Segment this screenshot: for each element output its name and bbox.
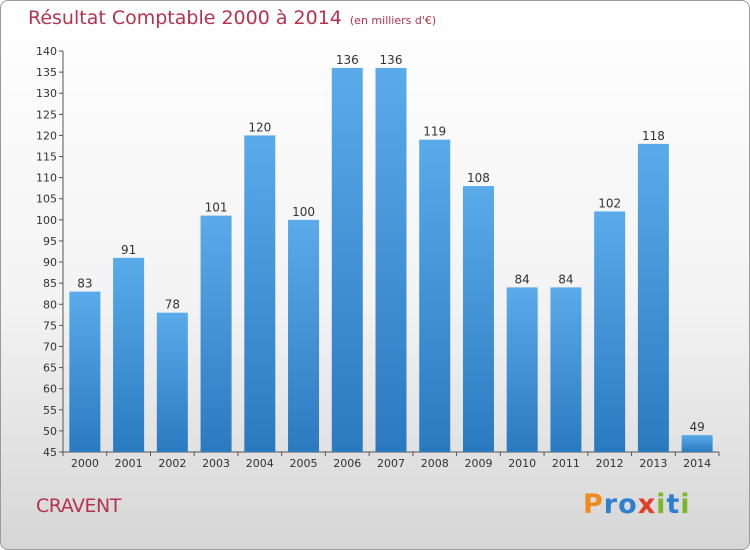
y-tick-label: 70 — [43, 340, 57, 353]
data-label: 136 — [380, 53, 403, 67]
y-tick-label: 135 — [36, 66, 57, 79]
x-tick-label: 2003 — [202, 457, 230, 470]
data-label: 84 — [558, 272, 573, 286]
logo-letter: r — [603, 489, 619, 520]
title-text: Résultat Comptable 2000 à 2014 — [28, 7, 342, 29]
y-tick-label: 125 — [36, 108, 57, 121]
y-tick-label: 95 — [43, 235, 57, 248]
x-tick-label: 2011 — [552, 457, 580, 470]
logo-letter: x — [637, 489, 657, 520]
bar — [375, 67, 407, 452]
data-labels: 83 91 78 101 120 100 136 136 119 108 84 84 102 118 49 — [77, 53, 705, 434]
bar — [637, 143, 669, 452]
logo-letter: P — [583, 489, 604, 520]
bar — [69, 291, 101, 452]
x-tick-label: 2007 — [377, 457, 405, 470]
y-tick-label: 120 — [36, 129, 57, 142]
x-tick-label: 2010 — [508, 457, 536, 470]
bar — [506, 287, 538, 452]
data-label: 91 — [121, 243, 136, 257]
data-label: 119 — [423, 125, 446, 139]
bar — [113, 257, 145, 452]
x-tick-label: 2001 — [115, 457, 143, 470]
y-tick-label: 45 — [43, 446, 57, 459]
y-tick-label: 75 — [43, 319, 57, 332]
bar — [550, 287, 582, 452]
x-tick-label: 2008 — [421, 457, 449, 470]
bar — [419, 139, 451, 453]
y-tick-label: 140 — [36, 45, 57, 58]
bar — [331, 67, 363, 452]
bar — [244, 135, 276, 452]
data-label: 100 — [292, 205, 315, 219]
bar — [200, 215, 232, 452]
y-tick-label: 100 — [36, 214, 57, 227]
x-tick-label: 2014 — [683, 457, 711, 470]
x-tick-label: 2009 — [464, 457, 492, 470]
x-tick-label: 2000 — [71, 457, 99, 470]
x-tick-label: 2012 — [596, 457, 624, 470]
bar — [156, 312, 188, 452]
y-tick-label: 80 — [43, 298, 57, 311]
proxiti-logo[interactable]: Proxiti — [583, 489, 691, 520]
y-tick-label: 60 — [43, 383, 57, 396]
x-tick-label: 2006 — [333, 457, 361, 470]
data-label: 108 — [467, 171, 490, 185]
bar — [594, 211, 626, 452]
data-label: 120 — [248, 120, 271, 134]
bar — [288, 219, 320, 452]
x-tick-label: 2004 — [246, 457, 274, 470]
logo-letter: i — [656, 489, 667, 520]
data-label: 101 — [205, 201, 228, 215]
x-tick-label: 2002 — [158, 457, 186, 470]
logo-letter: t — [666, 489, 681, 520]
data-label: 102 — [598, 196, 621, 210]
logo-letter: o — [618, 489, 638, 520]
bar — [681, 435, 713, 452]
data-label: 78 — [165, 298, 180, 312]
x-tick-label: 2005 — [290, 457, 318, 470]
y-tick-label: 105 — [36, 193, 57, 206]
y-tick-label: 55 — [43, 404, 57, 417]
bars — [69, 67, 713, 453]
data-label: 49 — [689, 420, 704, 434]
data-label: 136 — [336, 53, 359, 67]
y-tick-label: 50 — [43, 425, 57, 438]
y-tick-label: 115 — [36, 151, 57, 164]
x-tick-label: 2013 — [639, 457, 667, 470]
chart-title: Résultat Comptable 2000 à 2014 (en millie… — [28, 7, 436, 29]
chart-subtitle: (en milliers d'€) — [349, 14, 437, 27]
y-tick-label: 90 — [43, 256, 57, 269]
y-tick-label: 65 — [43, 362, 57, 375]
logo-letter: i — [680, 489, 691, 520]
data-label: 84 — [515, 272, 530, 286]
commune-name: CRAVENT — [36, 495, 121, 517]
bar — [462, 186, 494, 453]
y-tick-label: 110 — [36, 172, 57, 185]
data-label: 118 — [642, 129, 665, 143]
y-tick-label: 85 — [43, 277, 57, 290]
data-label: 83 — [77, 277, 92, 291]
y-tick-label: 130 — [36, 87, 57, 100]
